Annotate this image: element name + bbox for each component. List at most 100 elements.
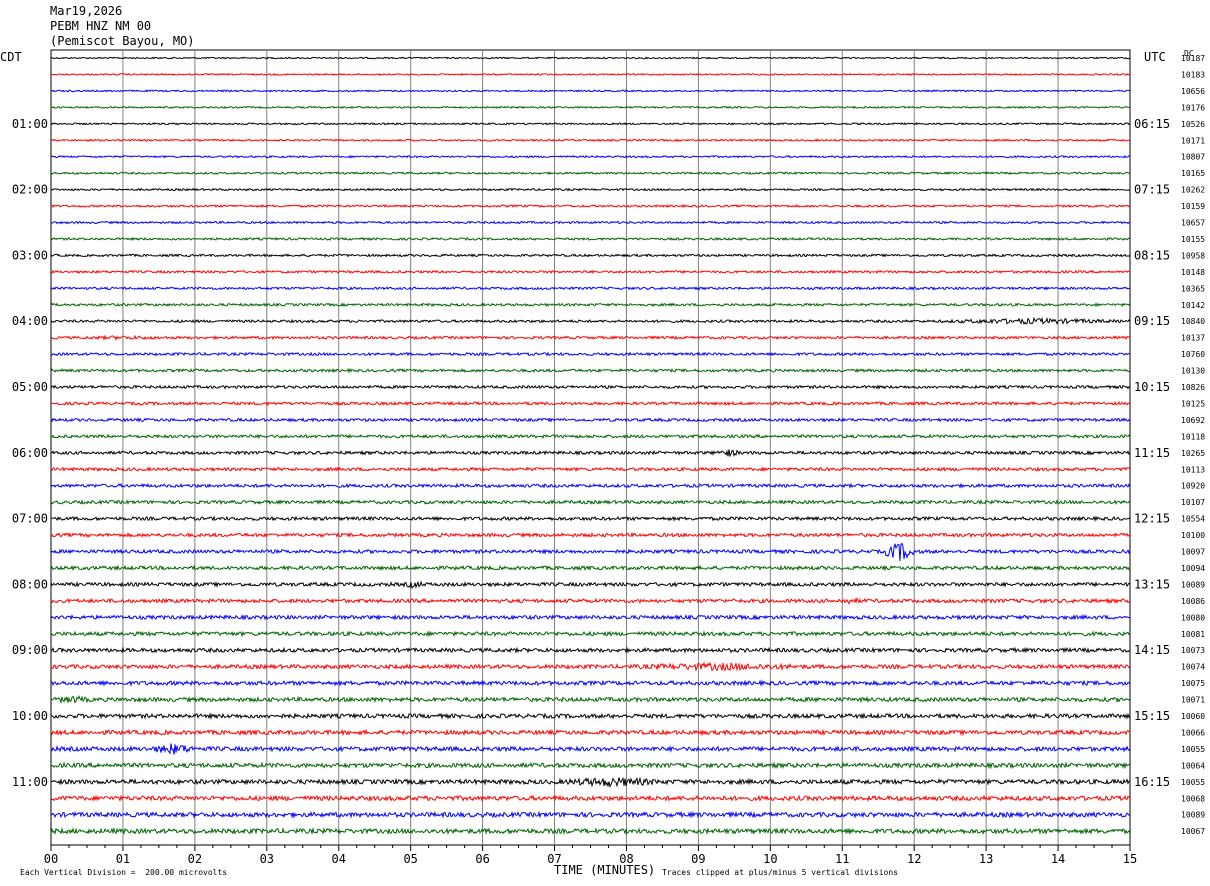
dc-offset-30: 10097 (1181, 548, 1205, 557)
dc-offset-6: 10807 (1181, 153, 1205, 162)
x-tick-label-05: 05 (403, 852, 417, 866)
trace-16 (50, 316, 1131, 326)
x-tick-label-11: 11 (835, 852, 849, 866)
left-hour-label-1: 02:00 (12, 183, 48, 197)
trace-32 (50, 580, 1131, 589)
dc-offset-26: 10920 (1181, 482, 1205, 491)
dc-offset-36: 10073 (1181, 646, 1205, 655)
trace-0 (50, 56, 1131, 60)
dc-offset-33: 10086 (1181, 597, 1205, 606)
dc-offset-43: 10064 (1181, 761, 1205, 770)
right-hour-label-5: 11:15 (1134, 446, 1170, 460)
x-tick-label-03: 03 (260, 852, 274, 866)
trace-7 (50, 171, 1131, 176)
dc-offset-29: 10100 (1181, 531, 1205, 540)
dc-offset-10: 10657 (1181, 219, 1205, 228)
right-hour-label-7: 13:15 (1134, 577, 1170, 591)
dc-offset-23: 10118 (1181, 432, 1205, 441)
trace-24 (50, 449, 1131, 458)
header-location: (Pemiscot Bayou, MO) (50, 34, 195, 48)
trace-23 (51, 433, 1131, 440)
dc-offset-44: 10055 (1181, 778, 1205, 787)
trace-25 (50, 466, 1131, 473)
left-hour-label-10: 11:00 (12, 775, 48, 789)
dc-offset-15: 10142 (1181, 301, 1205, 310)
header-date: Mar19,2026 (50, 4, 123, 18)
dc-offset-2: 10656 (1181, 87, 1205, 96)
trace-42 (50, 743, 1131, 755)
trace-13 (50, 269, 1131, 275)
x-tick-label-15: 15 (1123, 852, 1137, 866)
x-tick-label-02: 02 (188, 852, 202, 866)
dc-offset-38: 10075 (1181, 679, 1205, 688)
trace-3 (51, 105, 1131, 109)
right-timezone-label: UTC (1144, 50, 1166, 64)
x-tick-label-04: 04 (332, 852, 346, 866)
trace-11 (50, 236, 1131, 242)
trace-40 (50, 712, 1131, 720)
trace-38 (50, 679, 1131, 687)
dc-offset-19: 10130 (1181, 367, 1205, 376)
trace-9 (50, 204, 1131, 209)
left-hour-label-7: 08:00 (12, 577, 48, 591)
left-hour-label-9: 10:00 (12, 709, 48, 723)
dc-offset-39: 10071 (1181, 696, 1205, 705)
trace-43 (50, 761, 1131, 770)
dc-offset-18: 10760 (1181, 350, 1205, 359)
trace-4 (50, 122, 1131, 126)
trace-27 (50, 499, 1131, 506)
dc-offset-14: 10365 (1181, 284, 1205, 293)
dc-offset-16: 10840 (1181, 317, 1205, 326)
trace-30 (50, 542, 1131, 562)
dc-offset-24: 10265 (1181, 449, 1205, 458)
trace-1 (50, 72, 1131, 76)
dc-offset-4: 10526 (1181, 120, 1205, 129)
dc-offset-41: 10066 (1181, 728, 1205, 737)
dc-offset-46: 10089 (1181, 811, 1205, 820)
x-tick-label-07: 07 (547, 852, 561, 866)
x-tick-label-01: 01 (116, 852, 130, 866)
dc-offset-3: 10176 (1181, 103, 1205, 112)
left-timezone-label: CDT (0, 50, 22, 64)
dc-offset-28: 10554 (1181, 515, 1205, 524)
left-hour-label-4: 05:00 (12, 380, 48, 394)
trace-6 (50, 154, 1131, 159)
dc-offset-13: 10148 (1181, 268, 1205, 277)
trace-26 (50, 482, 1131, 489)
dc-offset-25: 10113 (1181, 465, 1205, 474)
trace-41 (50, 728, 1131, 737)
right-hour-label-0: 06:15 (1134, 117, 1170, 131)
trace-36 (50, 646, 1131, 654)
dc-offset-0: 10187 (1181, 54, 1205, 63)
trace-8 (50, 187, 1131, 192)
dc-offset-1: 10183 (1181, 70, 1205, 79)
right-hour-label-6: 12:15 (1134, 512, 1170, 526)
trace-21 (50, 400, 1131, 407)
trace-33 (50, 597, 1131, 605)
left-hour-label-5: 06:00 (12, 446, 48, 460)
right-hour-label-8: 14:15 (1134, 643, 1170, 657)
dc-offset-21: 10125 (1181, 399, 1205, 408)
dc-offset-7: 10165 (1181, 169, 1205, 178)
dc-offset-5: 10171 (1181, 136, 1205, 145)
dc-offset-40: 10060 (1181, 712, 1205, 721)
trace-31 (50, 564, 1131, 572)
dc-offset-17: 10137 (1181, 334, 1205, 343)
scale-note: Each Vertical Division = 200.00 microvol… (20, 868, 228, 877)
dc-offset-8: 10262 (1181, 186, 1205, 195)
dc-offset-20: 10826 (1181, 383, 1205, 392)
plot-frame (50, 49, 1131, 846)
trace-18 (50, 351, 1131, 357)
trace-34 (50, 613, 1131, 621)
x-tick-label-09: 09 (691, 852, 705, 866)
right-hour-label-9: 15:15 (1134, 709, 1170, 723)
right-hour-label-3: 09:15 (1134, 314, 1170, 328)
dc-offset-35: 10081 (1181, 630, 1205, 639)
header-station: PEBM HNZ NM 00 (50, 19, 152, 33)
left-hour-label-8: 09:00 (12, 643, 48, 657)
trace-46 (50, 810, 1131, 819)
right-hour-label-4: 10:15 (1134, 380, 1170, 394)
trace-19 (50, 367, 1131, 374)
left-hour-label-2: 03:00 (12, 248, 48, 262)
